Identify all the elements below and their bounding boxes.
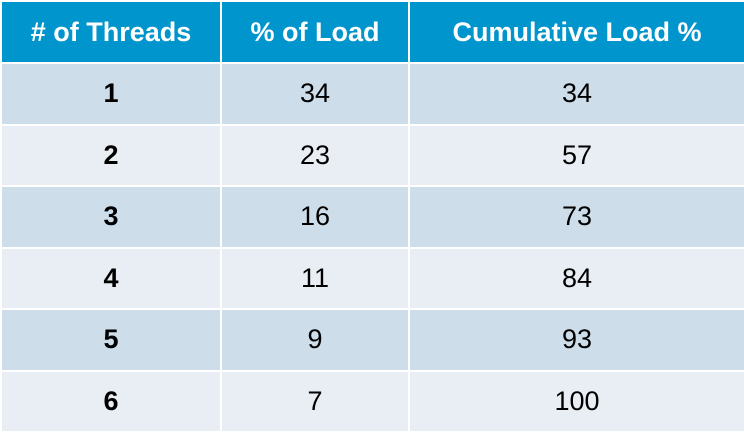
column-header-load: % of Load (220, 0, 410, 64)
cell-load: 16 (220, 185, 410, 249)
cell-load: 9 (220, 308, 410, 372)
column-header-cumulative: Cumulative Load % (408, 0, 744, 64)
cell-threads: 4 (0, 246, 222, 310)
column-header-threads: # of Threads (0, 0, 222, 64)
cell-threads: 3 (0, 185, 222, 249)
cell-cumulative: 100 (408, 369, 744, 433)
cell-cumulative: 73 (408, 185, 744, 249)
cell-threads: 2 (0, 123, 222, 187)
table-row: 6 7 100 (0, 369, 744, 433)
table-row: 2 23 57 (0, 123, 744, 187)
table-row: 1 34 34 (0, 62, 744, 126)
table-row: 5 9 93 (0, 308, 744, 372)
cell-cumulative: 84 (408, 246, 744, 310)
cell-threads: 1 (0, 62, 222, 126)
cell-load: 23 (220, 123, 410, 187)
cell-load: 34 (220, 62, 410, 126)
cell-threads: 6 (0, 369, 222, 433)
cell-load: 11 (220, 246, 410, 310)
cell-cumulative: 93 (408, 308, 744, 372)
cell-cumulative: 34 (408, 62, 744, 126)
cell-load: 7 (220, 369, 410, 433)
table-header-row: # of Threads % of Load Cumulative Load % (0, 0, 744, 64)
cell-cumulative: 57 (408, 123, 744, 187)
cell-threads: 5 (0, 308, 222, 372)
table-row: 3 16 73 (0, 185, 744, 249)
table-row: 4 11 84 (0, 246, 744, 310)
